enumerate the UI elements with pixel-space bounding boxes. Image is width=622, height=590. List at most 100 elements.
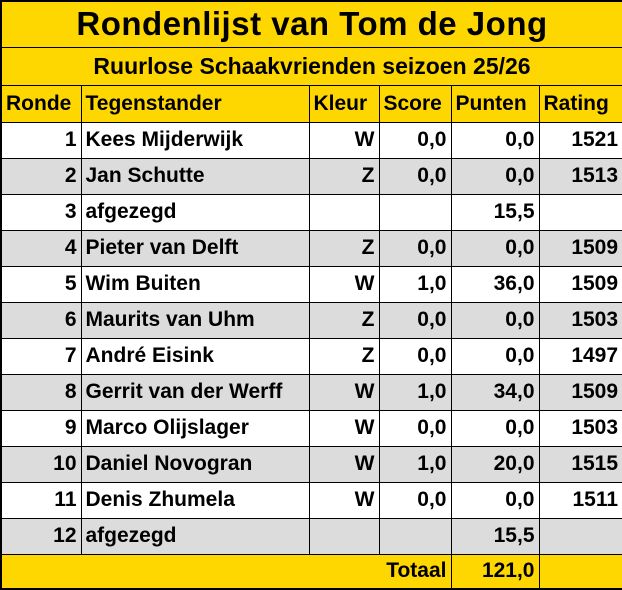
cell-kleur: W [308,445,380,483]
cell-ronde: 2 [0,157,82,195]
cell-rating: 1503 [538,409,622,447]
cell-rating: 1509 [538,265,622,303]
cell-tegenstander: Marco Olijslager [80,409,310,447]
cell-tegenstander: Kees Mijderwijk [80,121,310,159]
column-header-score: Score [378,84,452,123]
table-row: 1 Kees Mijderwijk W 0,0 0,0 1521 [0,121,622,159]
cell-rating [538,193,622,231]
cell-score: 0,0 [378,157,452,195]
table-row: 12 afgezegd 15,5 [0,517,622,555]
cell-score: 1,0 [378,265,452,303]
cell-ronde: 4 [0,229,82,267]
cell-ronde: 1 [0,121,82,159]
cell-rating: 1513 [538,157,622,195]
column-header-ronde: Ronde [0,84,82,123]
column-header-rating: Rating [538,84,622,123]
cell-score: 1,0 [378,373,452,411]
cell-tegenstander: Pieter van Delft [80,229,310,267]
cell-ronde: 6 [0,301,82,339]
cell-rating: 1509 [538,229,622,267]
table-row: 9 Marco Olijslager W 0,0 0,0 1503 [0,409,622,447]
cell-kleur: W [308,409,380,447]
cell-tegenstander: afgezegd [80,517,310,555]
cell-punten: 15,5 [450,517,540,555]
table-row: 8 Gerrit van der Werff W 1,0 34,0 1509 [0,373,622,411]
title-row: Rondenlijst van Tom de Jong [0,0,622,48]
column-header-kleur: Kleur [308,84,380,123]
cell-rating [538,517,622,555]
cell-punten: 36,0 [450,265,540,303]
cell-kleur: Z [308,337,380,375]
cell-kleur [308,193,380,231]
column-header-punten: Punten [450,84,540,123]
cell-score: 0,0 [378,481,452,519]
cell-ronde: 7 [0,337,82,375]
cell-score [378,517,452,555]
cell-punten: 0,0 [450,121,540,159]
cell-kleur: W [308,265,380,303]
cell-punten: 0,0 [450,409,540,447]
subtitle: Ruurlose Schaakvrienden seizoen 25/26 [0,46,622,86]
cell-tegenstander: Denis Zhumela [80,481,310,519]
subtitle-row: Ruurlose Schaakvrienden seizoen 25/26 [0,46,622,86]
cell-kleur: W [308,481,380,519]
cell-score: 0,0 [378,409,452,447]
cell-kleur: W [308,373,380,411]
cell-punten: 15,5 [450,193,540,231]
table-row: 11 Denis Zhumela W 0,0 0,0 1511 [0,481,622,519]
table-row: 6 Maurits van Uhm Z 0,0 0,0 1503 [0,301,622,339]
cell-score: 0,0 [378,337,452,375]
cell-ronde: 10 [0,445,82,483]
column-header-row: Ronde Tegenstander Kleur Score Punten Ra… [0,84,622,123]
cell-rating: 1509 [538,373,622,411]
total-rating [538,553,622,590]
cell-ronde: 5 [0,265,82,303]
total-row: Totaal 121,0 [0,553,622,590]
cell-score: 0,0 [378,301,452,339]
table-row: 2 Jan Schutte Z 0,0 0,0 1513 [0,157,622,195]
cell-rating: 1503 [538,301,622,339]
cell-ronde: 3 [0,193,82,231]
cell-tegenstander: afgezegd [80,193,310,231]
cell-punten: 0,0 [450,481,540,519]
cell-ronde: 12 [0,517,82,555]
cell-punten: 0,0 [450,157,540,195]
cell-tegenstander: André Eisink [80,337,310,375]
total-punten: 121,0 [450,553,540,590]
table-row: 3 afgezegd 15,5 [0,193,622,231]
cell-tegenstander: Wim Buiten [80,265,310,303]
cell-kleur: W [308,121,380,159]
cell-kleur [308,517,380,555]
cell-ronde: 8 [0,373,82,411]
table-row: 10 Daniel Novogran W 1,0 20,0 1515 [0,445,622,483]
cell-rating: 1497 [538,337,622,375]
cell-rating: 1521 [538,121,622,159]
cell-punten: 34,0 [450,373,540,411]
cell-ronde: 11 [0,481,82,519]
cell-punten: 20,0 [450,445,540,483]
cell-tegenstander: Maurits van Uhm [80,301,310,339]
cell-tegenstander: Daniel Novogran [80,445,310,483]
cell-punten: 0,0 [450,337,540,375]
cell-kleur: Z [308,157,380,195]
cell-score: 0,0 [378,229,452,267]
cell-kleur: Z [308,301,380,339]
cell-score: 0,0 [378,121,452,159]
cell-rating: 1511 [538,481,622,519]
cell-kleur: Z [308,229,380,267]
cell-score [378,193,452,231]
page-title: Rondenlijst van Tom de Jong [0,0,622,48]
cell-score: 1,0 [378,445,452,483]
cell-tegenstander: Jan Schutte [80,157,310,195]
total-label: Totaal [0,553,452,590]
cell-tegenstander: Gerrit van der Werff [80,373,310,411]
cell-punten: 0,0 [450,301,540,339]
table-row: 5 Wim Buiten W 1,0 36,0 1509 [0,265,622,303]
cell-ronde: 9 [0,409,82,447]
cell-rating: 1515 [538,445,622,483]
table-row: 7 André Eisink Z 0,0 0,0 1497 [0,337,622,375]
table-row: 4 Pieter van Delft Z 0,0 0,0 1509 [0,229,622,267]
cell-punten: 0,0 [450,229,540,267]
column-header-tegenstander: Tegenstander [80,84,310,123]
